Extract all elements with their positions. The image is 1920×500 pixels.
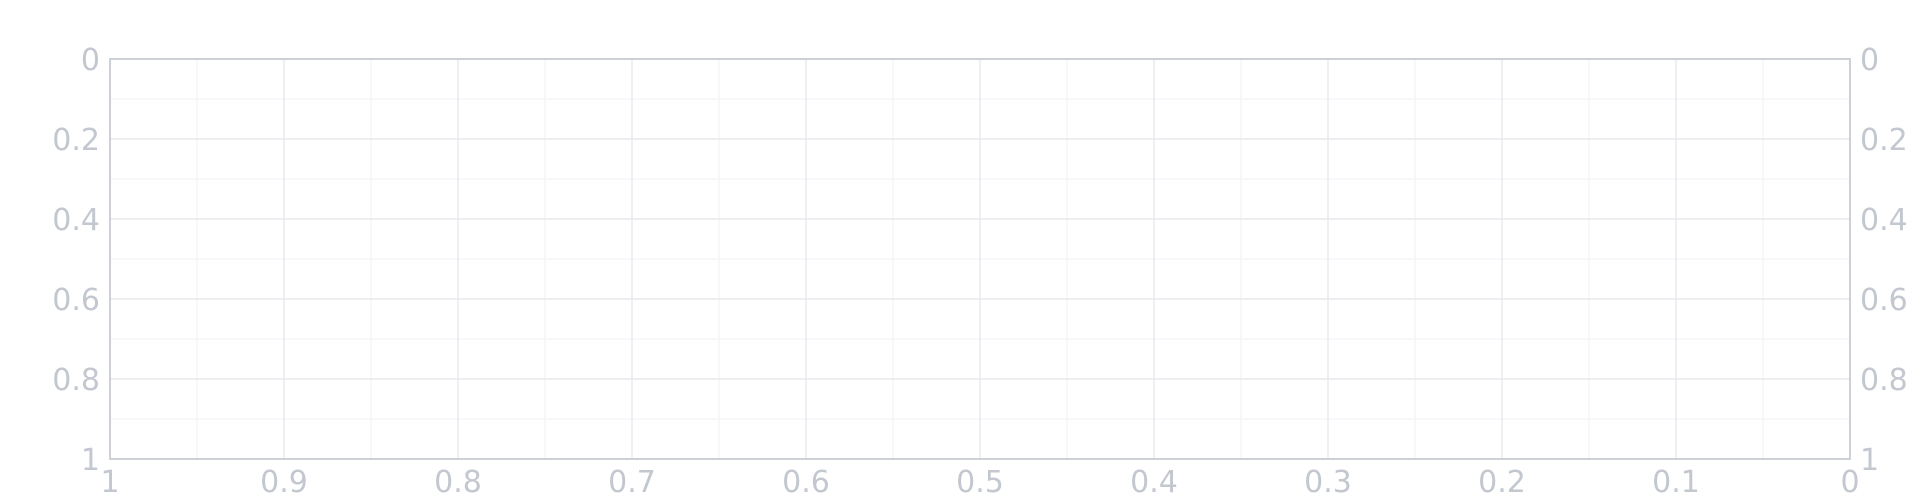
y-tick-label-left: 1 [81, 443, 100, 478]
y-tick-label-right: 0.6 [1860, 283, 1908, 318]
y-tick-label-right: 0 [1860, 43, 1879, 78]
x-tick-label: 0.7 [608, 465, 656, 500]
y-tick-label-right: 0.8 [1860, 363, 1908, 398]
y-tick-label-right: 0.4 [1860, 203, 1908, 238]
x-tick-label: 0.9 [260, 465, 308, 500]
x-tick-label: 0 [1840, 465, 1859, 500]
x-tick-label: 0.2 [1478, 465, 1526, 500]
y-tick-label-right: 1 [1860, 443, 1879, 478]
x-tick-label: 0.3 [1304, 465, 1352, 500]
x-tick-label: 0.1 [1652, 465, 1700, 500]
y-tick-label-left: 0.6 [52, 283, 100, 318]
y-tick-label-left: 0.2 [52, 123, 100, 158]
left-y-axis: 0 0.2 0.4 0.6 0.8 1 [52, 43, 100, 478]
right-y-axis: 0 0.2 0.4 0.6 0.8 1 [1860, 43, 1908, 478]
x-tick-label: 0.5 [956, 465, 1004, 500]
x-tick-label: 0.8 [434, 465, 482, 500]
grid [109, 58, 1851, 460]
y-tick-label-right: 0.2 [1860, 123, 1908, 158]
plot-frame [109, 58, 1851, 460]
x-axis: 1 0.9 0.8 0.7 0.6 0.5 0.4 0.3 0.2 0.1 0 [100, 465, 1859, 500]
y-tick-label-left: 0.8 [52, 363, 100, 398]
x-tick-label: 1 [100, 465, 119, 500]
x-tick-label: 0.6 [782, 465, 830, 500]
y-tick-label-left: 0.4 [52, 203, 100, 238]
x-tick-label: 0.4 [1130, 465, 1178, 500]
y-tick-label-left: 0 [81, 43, 100, 78]
